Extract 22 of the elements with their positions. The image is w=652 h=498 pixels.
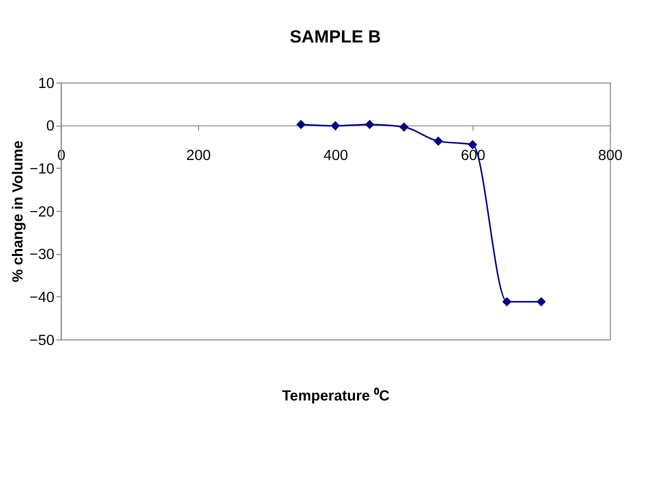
y-tick-label: −50 (29, 332, 54, 349)
x-tick-label: 200 (186, 148, 211, 164)
point (434, 136, 443, 146)
y-tick-label: 10 (38, 76, 54, 92)
point (502, 297, 512, 306)
point (468, 140, 478, 150)
chart-title: SAMPLE B (290, 26, 381, 46)
x-tick-label: 0 (57, 148, 66, 164)
point (399, 122, 409, 132)
y-tick-label: −10 (29, 162, 54, 178)
point (296, 120, 306, 130)
y-tick-label: −30 (29, 247, 54, 264)
point (536, 297, 546, 306)
y-tick-label: 0 (46, 118, 54, 135)
y-axis-title: % change in Volume (10, 140, 27, 282)
x-tick-label: 400 (324, 148, 348, 164)
point (330, 121, 340, 130)
point (364, 120, 374, 130)
x-axis-title: Temperature ⁰C (282, 388, 390, 405)
y-tick-label: −40 (29, 290, 54, 306)
x-tick-label: 800 (598, 148, 623, 164)
y-tick-label: −20 (29, 204, 54, 220)
